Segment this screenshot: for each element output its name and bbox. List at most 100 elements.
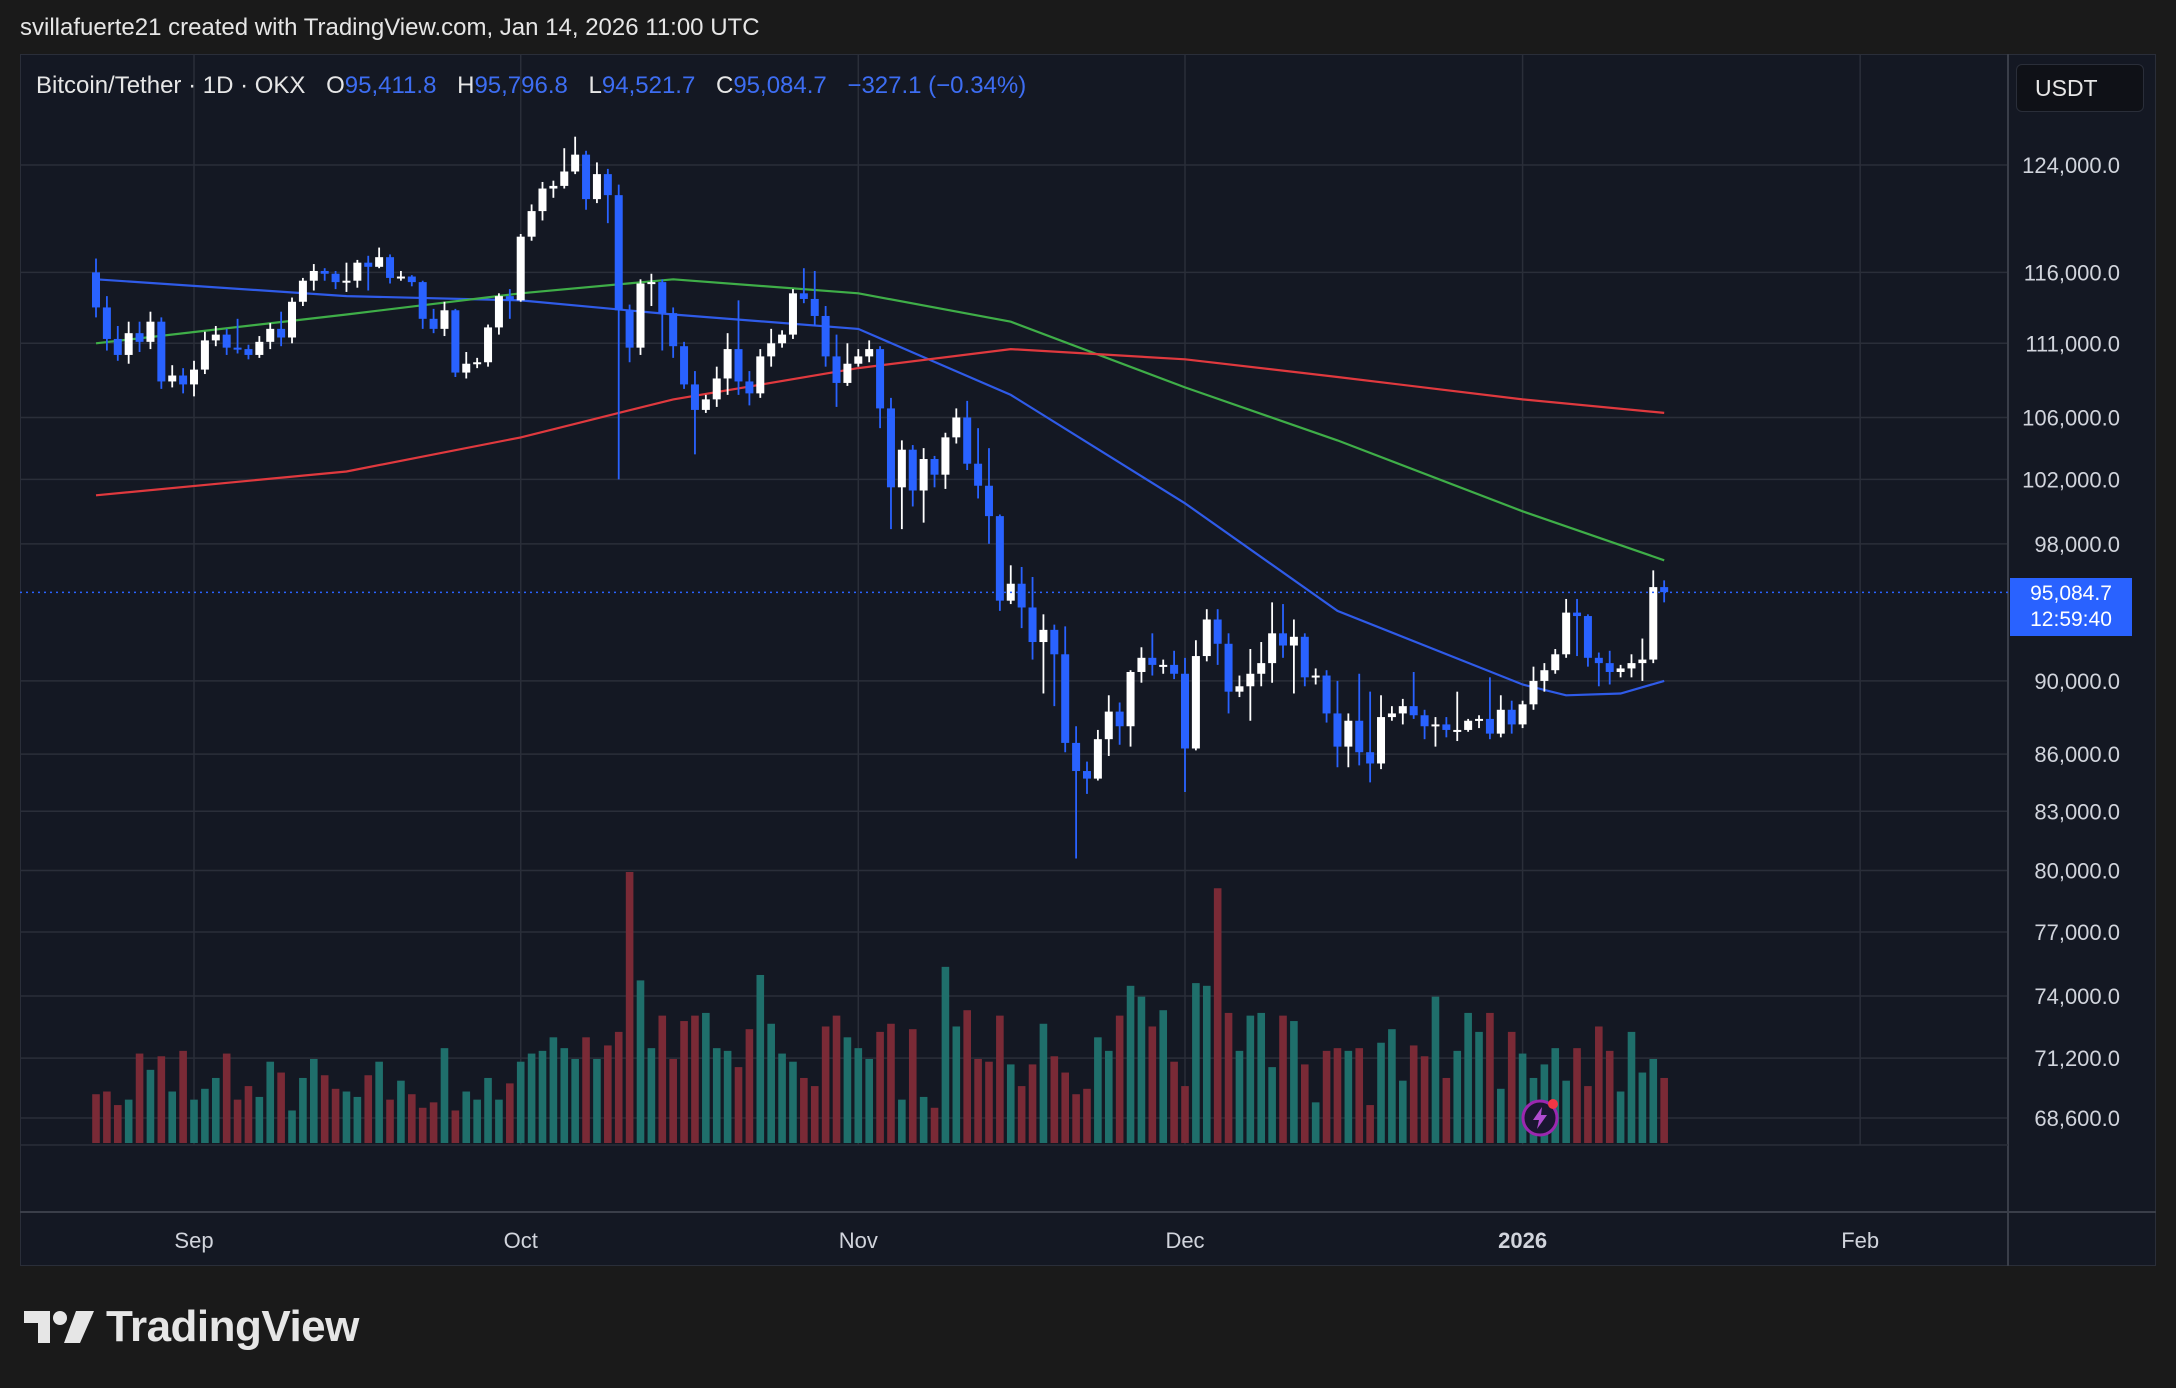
candle-body (1366, 752, 1375, 764)
moving-average-red (95, 347, 1665, 497)
candle-body (1551, 654, 1560, 671)
candle-body (1028, 607, 1037, 643)
candle-body (1235, 686, 1244, 692)
candle-body (1148, 657, 1157, 665)
candle-body (734, 349, 743, 382)
volume-bar (135, 1053, 144, 1143)
candle-body (451, 310, 460, 373)
candle-body (146, 321, 155, 342)
volume-bar (440, 1048, 449, 1143)
y-tick-label: 71,200.0 (2034, 1046, 2120, 1071)
candle-body (157, 321, 166, 382)
volume-bar (1638, 1072, 1647, 1143)
candle-body (135, 333, 144, 342)
volume-bar (702, 1012, 710, 1143)
volume-bar (1605, 1050, 1614, 1143)
candle-body (1017, 583, 1026, 608)
volume-bar (1453, 1050, 1462, 1143)
volume-bar (1279, 1015, 1287, 1143)
volume-bar (1061, 1072, 1070, 1143)
candle-body (266, 328, 275, 342)
moving-average-blue (95, 278, 1665, 697)
candle-body (1333, 713, 1342, 747)
tradingview-logo[interactable]: TradingView (24, 1302, 359, 1352)
last-price-value: 95,084.7 (2030, 582, 2112, 605)
candle-body (364, 262, 373, 267)
candle-body (342, 280, 351, 283)
volume-bar (669, 1058, 677, 1143)
volume-bar (593, 1058, 601, 1143)
volume-bar (1235, 1050, 1244, 1143)
volume-bar (887, 1023, 895, 1143)
volume-bar (320, 1075, 329, 1143)
volume-bar (1366, 1105, 1374, 1143)
candle-body (560, 171, 569, 186)
volume-bar (386, 1099, 394, 1143)
candle-body (320, 270, 329, 274)
candle-body (1485, 718, 1494, 734)
y-tick-label: 90,000.0 (2034, 669, 2120, 694)
volume-bar (1584, 1086, 1592, 1143)
candle-body (440, 310, 449, 329)
candle-body (930, 459, 939, 475)
volume-bar (1595, 1026, 1603, 1143)
candle-body (494, 296, 503, 328)
symbol-label[interactable]: Bitcoin/Tether · 1D · OKX (36, 72, 306, 99)
y-tick-label: 106,000.0 (2022, 405, 2120, 430)
volume-bar (625, 872, 634, 1143)
volume-bar (462, 1091, 471, 1143)
volume-bar (898, 1099, 906, 1143)
candle-body (1453, 729, 1462, 732)
volume-bar (1006, 1064, 1015, 1143)
high-label: H (457, 72, 475, 99)
candle-body (255, 341, 264, 355)
currency-button[interactable]: USDT (2016, 64, 2144, 112)
candle-body (865, 349, 874, 357)
candle-body (1202, 619, 1211, 657)
candle-body (222, 334, 231, 348)
y-tick-label: 86,000.0 (2034, 742, 2120, 767)
candle-body (1082, 771, 1091, 779)
y-tick-label: 111,000.0 (2025, 331, 2120, 356)
candle-body (974, 463, 983, 486)
candle-body (1159, 664, 1168, 667)
volume-bar (201, 1088, 209, 1143)
candle-body (1594, 657, 1603, 664)
candle-body (1431, 724, 1440, 727)
candle-body (941, 437, 950, 475)
candle-body (723, 349, 732, 379)
candle-body (1355, 720, 1364, 753)
volume-bar (680, 1021, 688, 1143)
volume-bar (190, 1099, 198, 1143)
candle-body (1573, 612, 1582, 617)
candle-body (1061, 654, 1070, 743)
alert-bolt-icon[interactable] (1520, 1098, 1560, 1138)
volume-bar (527, 1053, 536, 1143)
candle-body (1093, 739, 1102, 779)
y-tick-label: 74,000.0 (2034, 984, 2120, 1009)
candle-body (799, 293, 808, 299)
volume-bar (1377, 1042, 1385, 1143)
volume-bar (908, 1029, 917, 1143)
tradingview-logo-icon (24, 1311, 94, 1343)
candle-body (505, 296, 514, 301)
volume-bar (233, 1099, 242, 1143)
volume-bar (1399, 1080, 1407, 1143)
candle-body (897, 449, 906, 488)
candle-body (407, 276, 416, 283)
close-value: 95,084.7 (733, 72, 827, 99)
volume-bar (1388, 1029, 1396, 1143)
candle-body (353, 262, 362, 281)
candle-body (603, 174, 612, 196)
volume-bar (1192, 983, 1200, 1143)
volume-bar (1573, 1048, 1581, 1143)
candle-body (778, 334, 787, 344)
x-tick-label: Oct (504, 1228, 538, 1253)
candle-body (179, 375, 188, 385)
candle-body (298, 280, 307, 302)
candle-body (1540, 670, 1549, 681)
volume-bar (1660, 1077, 1668, 1143)
candle-body (1300, 636, 1309, 678)
candle-body (1605, 663, 1614, 672)
